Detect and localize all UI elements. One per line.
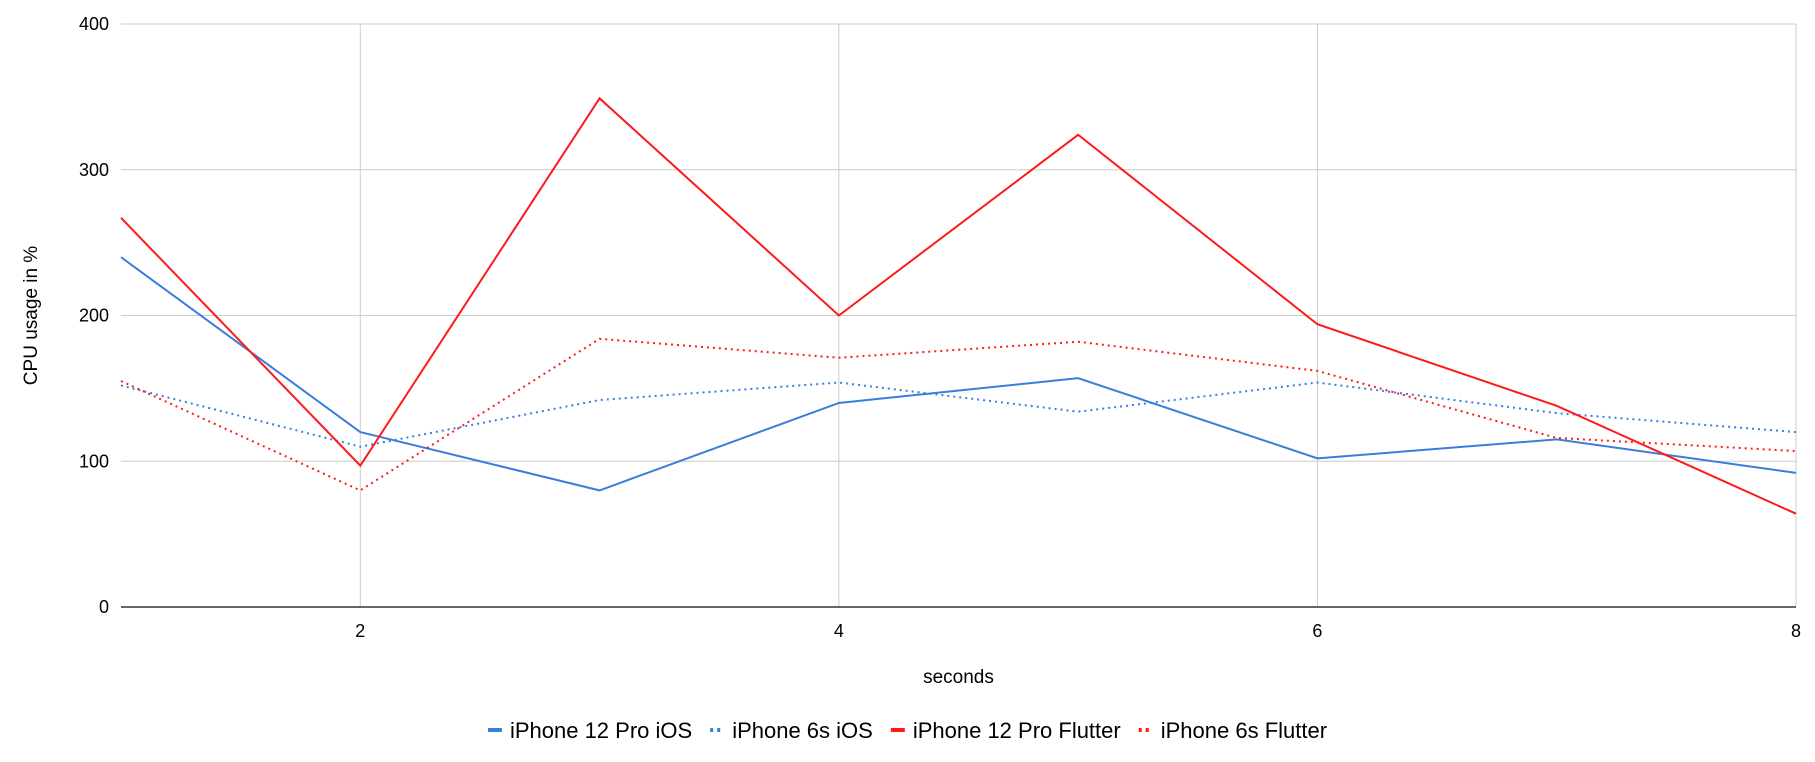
- y-tick-label-300: 300: [79, 160, 109, 180]
- y-tick-label-100: 100: [79, 451, 109, 471]
- series-lines: [120, 96, 1797, 515]
- x-tick-label-6: 6: [1312, 621, 1322, 641]
- legend-item-4: iPhone 6s Flutter: [1138, 718, 1327, 743]
- legend-item-3: iPhone 12 Pro Flutter: [890, 718, 1121, 743]
- y-tick-label-400: 400: [79, 14, 109, 34]
- series-line-2: [120, 381, 1797, 448]
- series-line-4: [120, 337, 1797, 492]
- series-line-3: [120, 96, 1797, 515]
- legend-label: iPhone 12 Pro Flutter: [913, 718, 1121, 743]
- series-line-1: [120, 256, 1797, 492]
- legend: iPhone 12 Pro iOS iPhone 6s iOS iPhone 12 …: [487, 718, 1327, 743]
- tick-labels: 0 100 200 300 400 2 4 6 8: [79, 14, 1801, 641]
- x-tick-label-8: 8: [1791, 621, 1801, 641]
- y-axis-title: CPU usage in %: [21, 246, 42, 386]
- x-tick-label-4: 4: [834, 621, 844, 641]
- x-tick-label-2: 2: [355, 621, 365, 641]
- y-tick-label-200: 200: [79, 306, 109, 326]
- y-tick-label-0: 0: [99, 597, 109, 617]
- x-axis-title: seconds: [923, 667, 994, 688]
- legend-label: iPhone 12 Pro iOS: [510, 718, 692, 743]
- grid: [121, 23, 1797, 607]
- legend-item-1: iPhone 12 Pro iOS: [487, 718, 692, 743]
- legend-label: iPhone 6s iOS: [732, 718, 873, 743]
- legend-label: iPhone 6s Flutter: [1161, 718, 1327, 743]
- legend-item-2: iPhone 6s iOS: [710, 718, 873, 743]
